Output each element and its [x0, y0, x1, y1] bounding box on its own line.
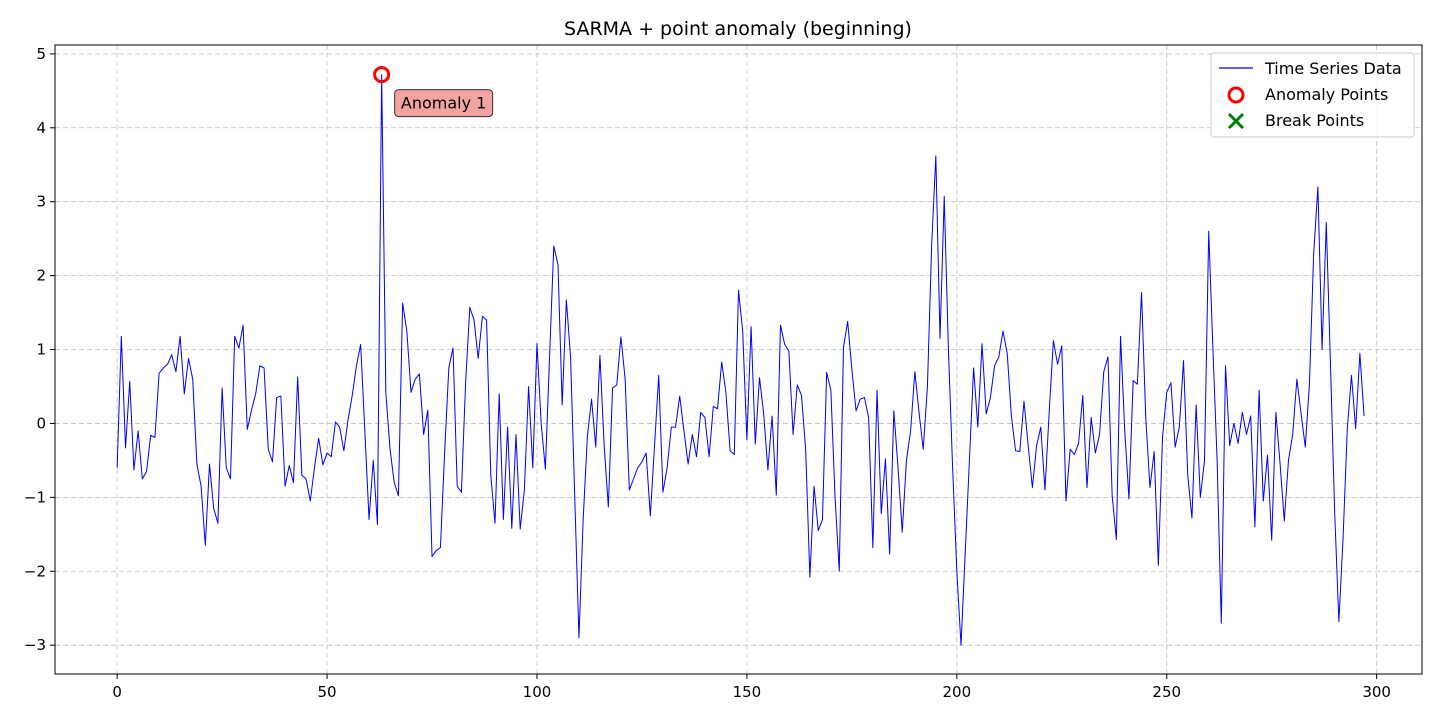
x-tick-label: 200 [942, 683, 971, 701]
x-tick-label: 300 [1362, 683, 1391, 701]
annotation-label: Anomaly 1 [401, 94, 486, 113]
y-tick-label: 4 [36, 119, 46, 137]
anomaly-annotation: Anomaly 1 [394, 89, 494, 118]
legend-box [1210, 52, 1415, 138]
x-tick-label: 0 [112, 683, 122, 701]
grid [55, 45, 1422, 674]
x-tick-label: 250 [1152, 683, 1181, 701]
legend-circle-icon [1227, 86, 1245, 104]
legend-label-anomaly: Anomaly Points [1265, 85, 1388, 104]
legend-label-break: Break Points [1265, 111, 1364, 130]
y-tick-label: −2 [24, 562, 46, 580]
legend-label-series: Time Series Data [1264, 59, 1402, 78]
x-tick-label: 50 [318, 683, 337, 701]
chart-title: SARMA + point anomaly (beginning) [564, 18, 912, 40]
series-layer [116, 74, 1365, 646]
axes: 0 50 100 150 200 250 300 −3 −2 −1 0 1 2 3 4 5 [24, 45, 1391, 701]
legend-x-icon [1227, 112, 1245, 130]
anomaly-point [373, 66, 391, 84]
y-tick-label: 3 [36, 193, 46, 211]
y-tick-label: −1 [24, 488, 46, 506]
anomaly-layer: Anomaly 1 [373, 66, 494, 118]
series-line [116, 74, 1365, 646]
y-tick-label: 2 [36, 267, 46, 285]
x-tick-label: 100 [523, 683, 552, 701]
y-tick-label: 1 [36, 341, 46, 359]
annotation-box [394, 89, 494, 118]
legend: Time Series Data Anomaly Points Break Po… [1210, 52, 1415, 138]
plot-frame [54, 44, 1423, 675]
y-tick-label: 0 [36, 414, 46, 432]
x-tick-label: 150 [733, 683, 762, 701]
y-tick-label: 5 [36, 45, 46, 63]
y-tick-label: −3 [24, 636, 46, 654]
